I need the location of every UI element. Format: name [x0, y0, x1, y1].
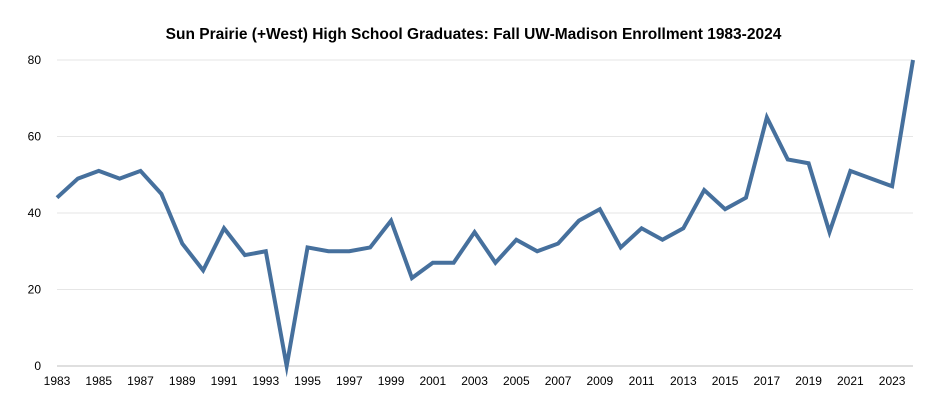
- chart-title: Sun Prairie (+West) High School Graduate…: [165, 26, 782, 43]
- data-point-2012: [660, 238, 664, 242]
- x-tick-label-1999: 1999: [378, 374, 405, 388]
- data-point-2004: [493, 261, 497, 265]
- data-point-2022: [869, 177, 873, 181]
- data-point-2023: [890, 184, 894, 188]
- x-tick-label-1989: 1989: [169, 374, 196, 388]
- data-point-1990: [201, 268, 205, 272]
- data-point-1993: [264, 249, 268, 253]
- x-tick-label-1997: 1997: [336, 374, 363, 388]
- data-point-1996: [326, 249, 330, 253]
- y-tick-label-20: 20: [28, 283, 42, 297]
- data-point-2015: [723, 207, 727, 211]
- data-point-2016: [744, 196, 748, 200]
- data-point-2009: [598, 207, 602, 211]
- data-point-2019: [807, 161, 811, 165]
- series-line-0: [55, 59, 915, 378]
- x-tick-label-2023: 2023: [879, 374, 906, 388]
- y-tick-label-80: 80: [28, 53, 42, 67]
- data-point-1994: [285, 364, 289, 368]
- data-point-2014: [702, 188, 706, 192]
- data-point-2006: [535, 249, 539, 253]
- data-point-2002: [452, 261, 456, 265]
- data-point-2000: [410, 276, 414, 280]
- x-tick-label-2021: 2021: [837, 374, 864, 388]
- data-point-1995: [306, 245, 310, 249]
- data-point-2013: [681, 226, 685, 230]
- data-point-2017: [765, 115, 769, 119]
- data-point-1988: [159, 192, 163, 196]
- x-tick-label-2015: 2015: [712, 374, 739, 388]
- data-point-2001: [431, 261, 435, 265]
- data-point-2010: [619, 245, 623, 249]
- x-tick-label-1991: 1991: [211, 374, 238, 388]
- x-tick-label-1993: 1993: [252, 374, 279, 388]
- data-point-2018: [786, 157, 790, 161]
- x-tick-label-2005: 2005: [503, 374, 530, 388]
- data-point-2005: [514, 238, 518, 242]
- tick-labels: 0 20 40 60 80 1983 1985 1987 1989 1991 1993 1995 199…: [28, 53, 906, 388]
- x-tick-label-2007: 2007: [545, 374, 572, 388]
- data-point-1989: [180, 242, 184, 246]
- x-tick-label-1995: 1995: [294, 374, 321, 388]
- data-point-1986: [118, 177, 122, 181]
- data-point-2021: [848, 169, 852, 173]
- x-tick-label-2011: 2011: [629, 374, 655, 388]
- data-point-2024: [911, 58, 915, 62]
- x-tick-label-1983: 1983: [44, 374, 71, 388]
- x-tick-label-1985: 1985: [85, 374, 112, 388]
- x-tick-label-2009: 2009: [586, 374, 613, 388]
- data-point-1997: [347, 249, 351, 253]
- x-tick-label-1987: 1987: [127, 374, 154, 388]
- data-point-1984: [76, 177, 80, 181]
- data-point-2007: [556, 242, 560, 246]
- data-point-1998: [368, 245, 372, 249]
- y-tick-label-60: 60: [28, 130, 42, 144]
- y-tick-label-40: 40: [28, 206, 42, 220]
- data-point-1999: [389, 219, 393, 223]
- x-tick-label-2013: 2013: [670, 374, 697, 388]
- data-point-1983: [55, 196, 59, 200]
- y-tick-label-0: 0: [34, 359, 41, 373]
- grid-lines: [57, 59, 913, 290]
- data-point-1991: [222, 226, 226, 230]
- data-point-1987: [139, 169, 143, 173]
- data-point-2020: [827, 230, 831, 234]
- x-tick-label-2003: 2003: [461, 374, 488, 388]
- data-point-2011: [640, 226, 644, 230]
- series-layer: [55, 58, 915, 378]
- x-tick-label-2019: 2019: [795, 374, 822, 388]
- x-tick-label-2001: 2001: [419, 374, 446, 388]
- data-point-1992: [243, 253, 247, 257]
- data-point-1985: [97, 169, 101, 173]
- data-point-2008: [577, 219, 581, 223]
- data-point-2003: [473, 230, 477, 234]
- x-tick-label-2017: 2017: [754, 374, 781, 388]
